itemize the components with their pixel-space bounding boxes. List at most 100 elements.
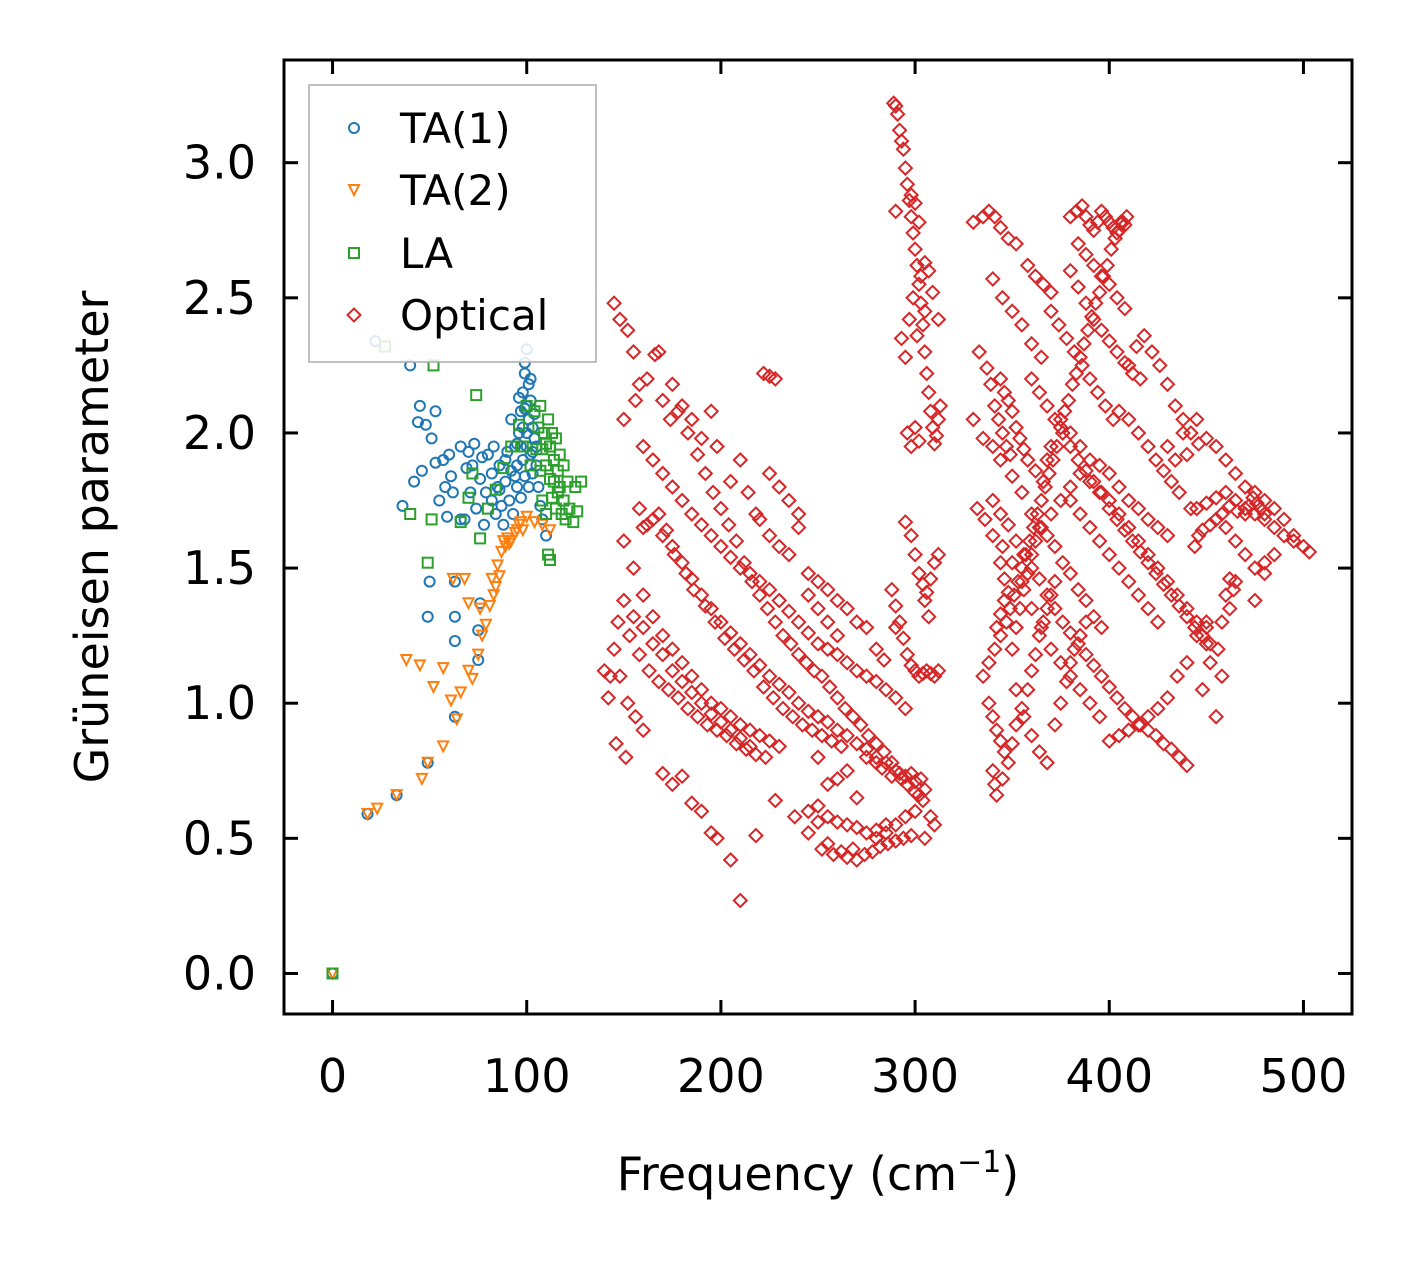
x-tick-label: 0 [318,1049,347,1103]
data-point [1155,576,1172,593]
data-point [1043,303,1059,320]
data-point [1128,338,1145,355]
data-point [415,464,428,477]
data-point [1072,506,1089,522]
data-point [988,722,1005,739]
x-tick-label: 100 [483,1049,571,1103]
data-point [1060,392,1077,409]
data-point [421,610,434,623]
data-point [858,668,875,685]
data-point [878,681,894,698]
data-point [1062,208,1079,225]
data-point [992,452,1009,468]
data-point [563,502,576,515]
data-point [437,454,450,466]
data-point [621,627,638,644]
data-point [499,475,512,488]
data-point [1111,560,1127,577]
data-point [868,830,885,847]
data-point [509,470,522,483]
data-point [461,664,476,679]
data-point [1004,554,1021,571]
data-point [489,581,503,595]
data-point [674,397,691,414]
data-point [895,141,912,158]
data-point [683,668,700,685]
data-point [426,681,441,695]
data-point [1004,735,1021,752]
data-point [412,416,424,429]
data-point [1027,462,1044,479]
y-tick-label: 3.0 [183,136,256,190]
data-point [1237,546,1254,563]
data-point [433,494,446,507]
data-point [1004,403,1021,420]
data-point [775,700,791,717]
data-point [887,689,904,706]
data-point [1159,527,1176,544]
data-point [1163,741,1180,758]
data-point [1031,519,1048,536]
data-point [829,722,846,739]
x-tick-label: 500 [1260,1049,1348,1103]
data-point [600,689,617,706]
data-point [703,403,720,420]
data-point [860,727,877,744]
data-point [903,765,920,782]
data-point [441,510,454,523]
data-point [780,492,797,509]
data-point [885,95,902,112]
data-point [650,343,667,360]
data-point [1062,624,1079,641]
data-point [644,635,661,652]
data-point [466,459,479,472]
data-point [920,262,937,279]
data-point [994,770,1011,787]
data-point [502,537,516,552]
data-point [837,700,854,717]
data-point [858,741,875,758]
data-point [1081,452,1098,468]
data-point [1217,452,1234,468]
data-point [903,827,920,844]
series-la [326,340,588,980]
data-point [794,716,811,733]
data-point [1186,538,1203,555]
data-point [436,662,450,676]
data-point [718,727,735,744]
data-point [466,467,479,480]
data-point [1132,543,1149,560]
data-point [903,657,920,674]
data-point [914,792,931,809]
data-point [732,730,749,747]
y-tick-label: 2.0 [183,406,256,460]
data-point [975,668,992,685]
data-point [1033,492,1050,509]
data-point [887,203,904,220]
data-point [829,770,846,787]
data-point [745,662,762,679]
data-point [670,689,687,706]
data-point [606,295,623,312]
data-point [470,502,483,515]
data-point [994,425,1011,441]
data-point [932,397,949,414]
data-point [413,399,426,412]
data-point [829,627,846,644]
data-point [1002,446,1019,463]
data-point [751,587,768,604]
data-point [994,289,1011,306]
data-point [446,486,459,499]
data-point [478,518,490,531]
data-point [907,241,924,258]
data-point [1276,511,1292,528]
x-tick-label: 400 [1065,1049,1153,1103]
data-point [522,378,535,391]
data-point [1147,727,1164,744]
data-point [644,452,661,468]
data-point [491,481,504,493]
data-point [782,635,799,652]
data-point [893,330,910,347]
data-point [1006,587,1023,604]
